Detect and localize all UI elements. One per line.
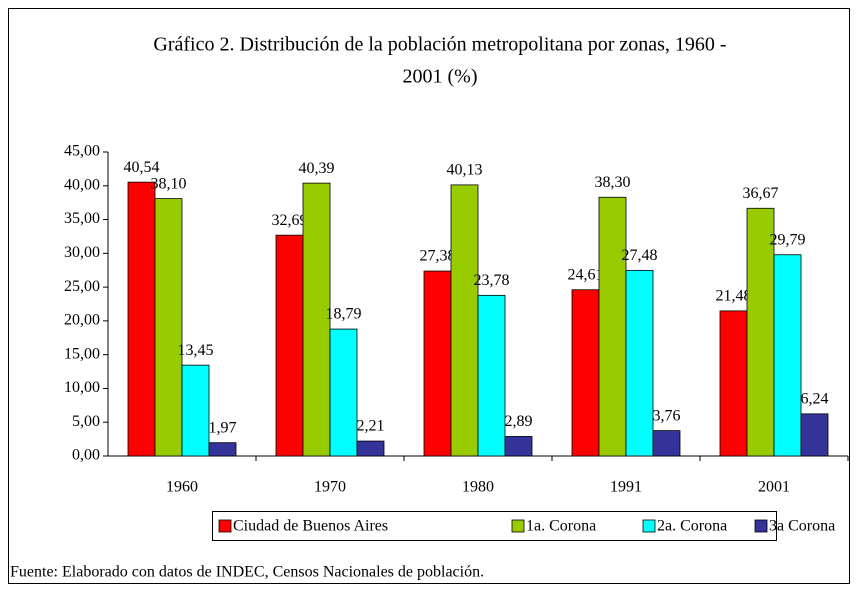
x-tick-label: 1991: [610, 479, 642, 496]
value-label: 32,69: [272, 212, 308, 229]
x-tick-label: 1960: [166, 479, 198, 496]
value-label: 38,30: [595, 174, 631, 191]
bar: [571, 289, 600, 457]
bar: [356, 440, 385, 457]
legend-swatch: [754, 519, 768, 533]
y-tick-label: 35,00: [64, 210, 100, 227]
value-label: 38,10: [151, 175, 187, 192]
y-tick-label: 45,00: [64, 143, 100, 160]
x-tick-label: 1970: [314, 479, 346, 496]
bar: [625, 269, 654, 457]
y-tick-label: 30,00: [64, 244, 100, 261]
y-tick-label: 40,00: [64, 176, 100, 193]
y-tick-label: 10,00: [64, 379, 100, 396]
legend-label: 3a Corona: [769, 518, 835, 535]
legend-label: 1a. Corona: [526, 518, 596, 535]
value-label: 27,38: [420, 248, 456, 265]
value-label: 40,39: [299, 160, 335, 177]
value-label: 13,45: [178, 342, 214, 359]
value-label: 3,76: [653, 407, 681, 424]
bar: [800, 413, 829, 457]
value-label: 36,67: [743, 185, 779, 202]
bar: [450, 184, 479, 457]
y-tick-label: 15,00: [64, 345, 100, 362]
bar: [423, 270, 452, 457]
y-tick-label: 25,00: [64, 278, 100, 295]
bar: [181, 364, 210, 457]
bar: [719, 310, 748, 457]
value-label: 21,48: [716, 288, 752, 305]
value-label: 18,79: [326, 306, 362, 323]
bar: [302, 182, 331, 457]
bar: [652, 430, 681, 457]
value-label: 24,61: [568, 266, 604, 283]
value-label: 27,48: [622, 247, 658, 264]
legend-label: Ciudad de Buenos Aires: [233, 518, 388, 535]
legend-swatch: [511, 519, 525, 533]
value-label: 23,78: [474, 272, 510, 289]
value-label: 1,97: [209, 419, 237, 436]
value-label: 40,13: [447, 162, 483, 179]
bar: [127, 181, 156, 457]
value-label: 6,24: [801, 391, 829, 408]
bar: [477, 294, 506, 457]
bar: [504, 436, 533, 457]
y-tick-label: 0,00: [72, 447, 100, 464]
bar: [208, 442, 237, 457]
bar: [154, 198, 183, 457]
x-tick-label: 2001: [758, 479, 790, 496]
value-label: 40,54: [124, 159, 160, 176]
value-label: 29,79: [770, 231, 806, 248]
chart-title: Gráfico 2. Distribución de la población …: [153, 34, 726, 56]
x-tick-label: 1980: [462, 479, 494, 496]
legend-swatch: [642, 519, 656, 533]
source-note: Fuente: Elaborado con datos de INDEC, Ce…: [10, 564, 484, 581]
legend-swatch: [218, 519, 232, 533]
value-label: 2,89: [505, 413, 533, 430]
chart-title: 2001 (%): [403, 66, 478, 88]
bar: [329, 328, 358, 457]
legend-label: 2a. Corona: [657, 518, 727, 535]
y-tick-label: 5,00: [72, 413, 100, 430]
value-label: 2,21: [357, 418, 385, 435]
legend: [212, 511, 777, 541]
bar: [773, 254, 802, 457]
bar: [598, 196, 627, 457]
y-tick-label: 20,00: [64, 312, 100, 329]
bar: [275, 234, 304, 457]
